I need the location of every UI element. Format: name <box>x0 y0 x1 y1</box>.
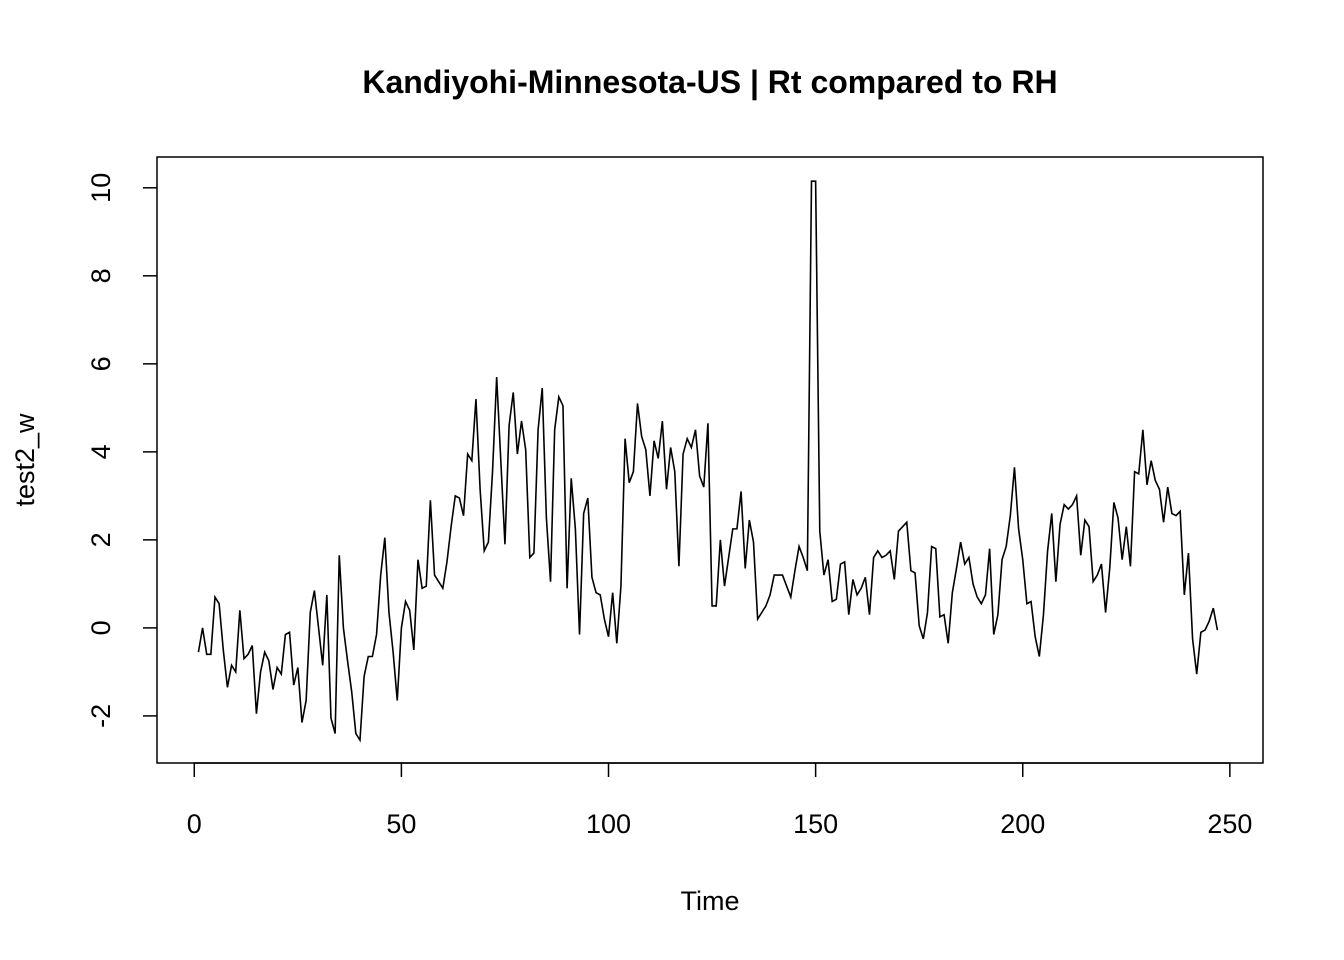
chart-title: Kandiyohi-Minnesota-US | Rt compared to … <box>362 64 1057 100</box>
x-axis: 0 50 100 150 200 250 <box>187 762 1252 839</box>
y-tick-label: 6 <box>86 356 116 371</box>
y-tick-label: 4 <box>86 444 116 459</box>
y-tick-label: 10 <box>86 173 116 203</box>
x-tick-label: 0 <box>187 809 202 839</box>
x-tick-label: 50 <box>386 809 416 839</box>
y-tick-label: 0 <box>86 620 116 635</box>
y-tick-label: 2 <box>86 532 116 547</box>
x-tick-label: 150 <box>793 809 838 839</box>
plot-frame <box>156 156 1264 764</box>
x-tick-label: 100 <box>586 809 631 839</box>
x-axis-label: Time <box>681 886 740 916</box>
y-axis-label: test2_w <box>10 413 40 507</box>
x-tick-label: 250 <box>1207 809 1252 839</box>
x-tick-label: 200 <box>1000 809 1045 839</box>
series-line <box>197 180 1219 743</box>
y-tick-label: 8 <box>86 268 116 283</box>
y-axis: -2 0 2 4 6 8 10 <box>86 173 157 728</box>
series-layer <box>197 180 1219 743</box>
y-tick-label: -2 <box>86 704 116 728</box>
